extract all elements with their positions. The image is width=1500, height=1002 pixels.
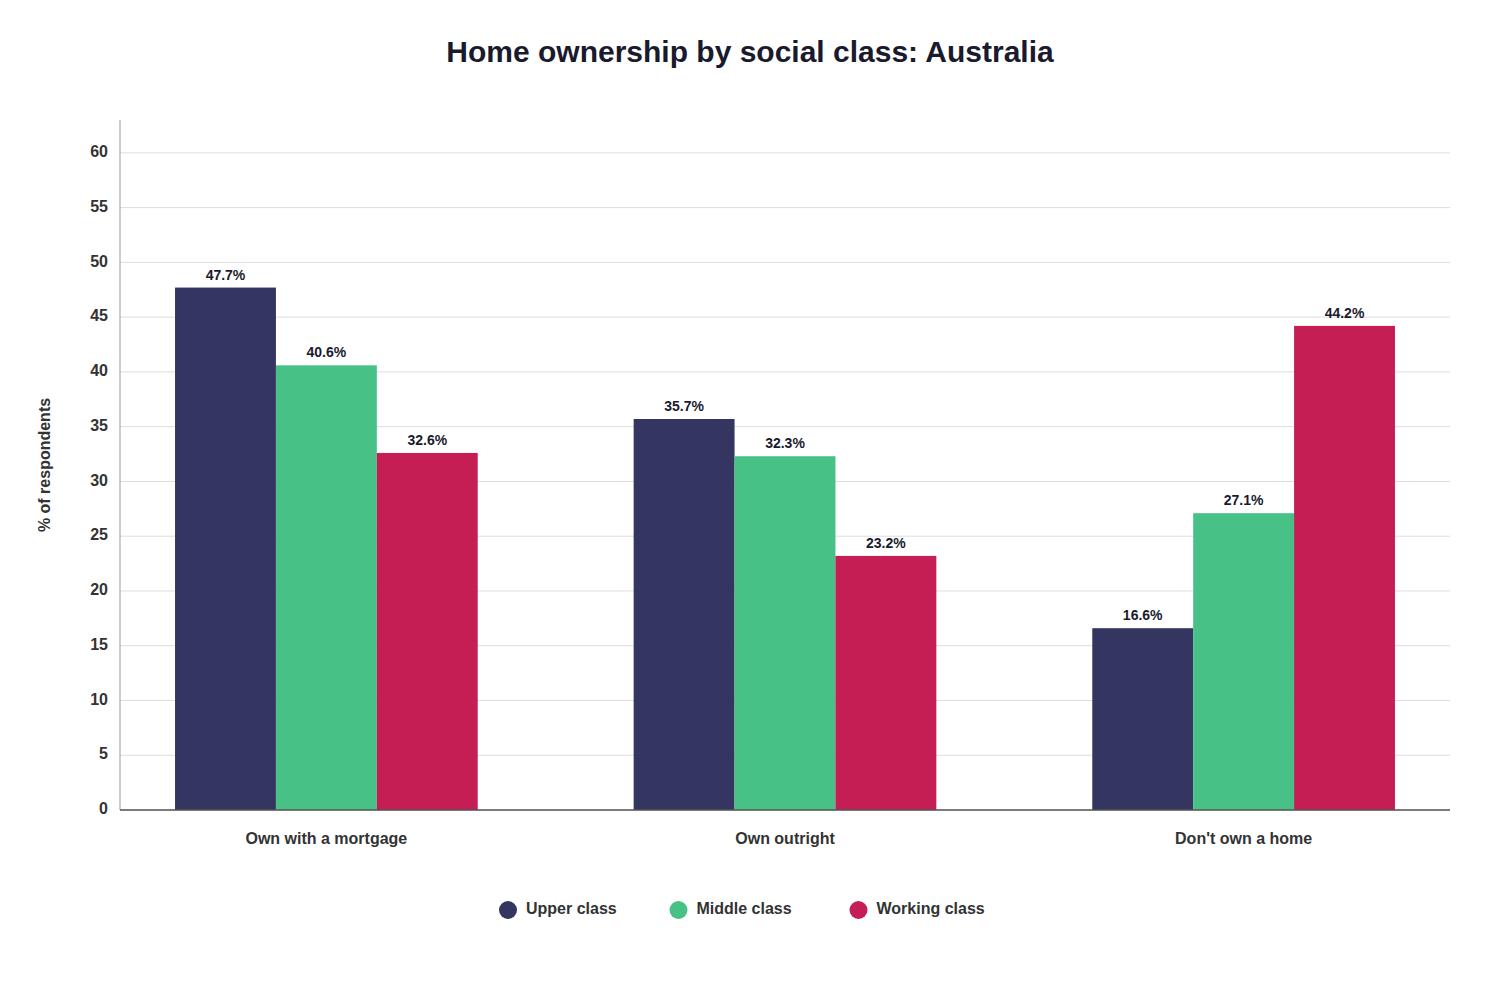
y-tick-label: 0 <box>99 800 108 817</box>
x-tick-label: Don't own a home <box>1175 830 1312 847</box>
grid-line <box>120 207 1450 208</box>
y-tick-label: 50 <box>90 253 108 270</box>
legend-marker <box>499 901 517 919</box>
bar <box>377 453 478 810</box>
bar <box>276 365 377 810</box>
y-tick-label: 40 <box>90 362 108 379</box>
bar <box>835 556 936 810</box>
bar <box>1294 326 1395 810</box>
legend: Upper class Middle class Working class <box>499 900 985 919</box>
legend-marker <box>670 901 688 919</box>
legend-marker <box>850 901 868 919</box>
grid-line <box>120 810 1450 811</box>
data-label: 35.7% <box>664 398 704 414</box>
y-tick-label: 20 <box>90 581 108 598</box>
y-axis-line <box>120 120 121 810</box>
y-tick-label: 10 <box>90 691 108 708</box>
bar <box>175 288 276 810</box>
legend-label: Upper class <box>526 900 617 917</box>
legend-label: Middle class <box>697 900 792 917</box>
y-tick-label: 15 <box>90 636 108 653</box>
y-axis-label: % of respondents <box>36 398 53 532</box>
legend-label: Working class <box>877 900 985 917</box>
bar <box>735 456 836 810</box>
data-label: 32.6% <box>407 432 447 448</box>
bar <box>634 419 735 810</box>
y-tick-label: 35 <box>90 417 108 434</box>
grid-line <box>120 317 1450 318</box>
y-tick-label: 5 <box>99 745 108 762</box>
data-label: 44.2% <box>1325 305 1365 321</box>
y-tick-label: 45 <box>90 307 108 324</box>
y-tick-label: 30 <box>90 472 108 489</box>
x-axis-line <box>120 809 1450 811</box>
data-label: 47.7% <box>206 267 246 283</box>
grid <box>120 153 1450 810</box>
bars <box>175 288 1395 810</box>
data-label: 23.2% <box>866 535 906 551</box>
x-tick-label: Own with a mortgage <box>245 830 407 847</box>
y-tick-label: 55 <box>90 198 108 215</box>
bar <box>1193 513 1294 810</box>
grid-line <box>120 262 1450 263</box>
title: Home ownership by social class: Australi… <box>446 35 1054 68</box>
y-tick-label: 60 <box>90 143 108 160</box>
data-label: 16.6% <box>1123 607 1163 623</box>
background <box>0 0 1500 1002</box>
y-tick-label: 25 <box>90 526 108 543</box>
data-label: 27.1% <box>1224 492 1264 508</box>
data-label: 32.3% <box>765 435 805 451</box>
bar <box>1092 628 1193 810</box>
chart: Home ownership by social class: Australi… <box>0 0 1500 1002</box>
data-labels: 47.7% 35.7% 16.6% 40.6% 32.3% 27.1% 32.6% 23.2%… <box>206 267 1365 624</box>
x-tick-label: Own outright <box>735 830 835 847</box>
data-label: 40.6% <box>307 344 347 360</box>
grid-line <box>120 152 1450 153</box>
